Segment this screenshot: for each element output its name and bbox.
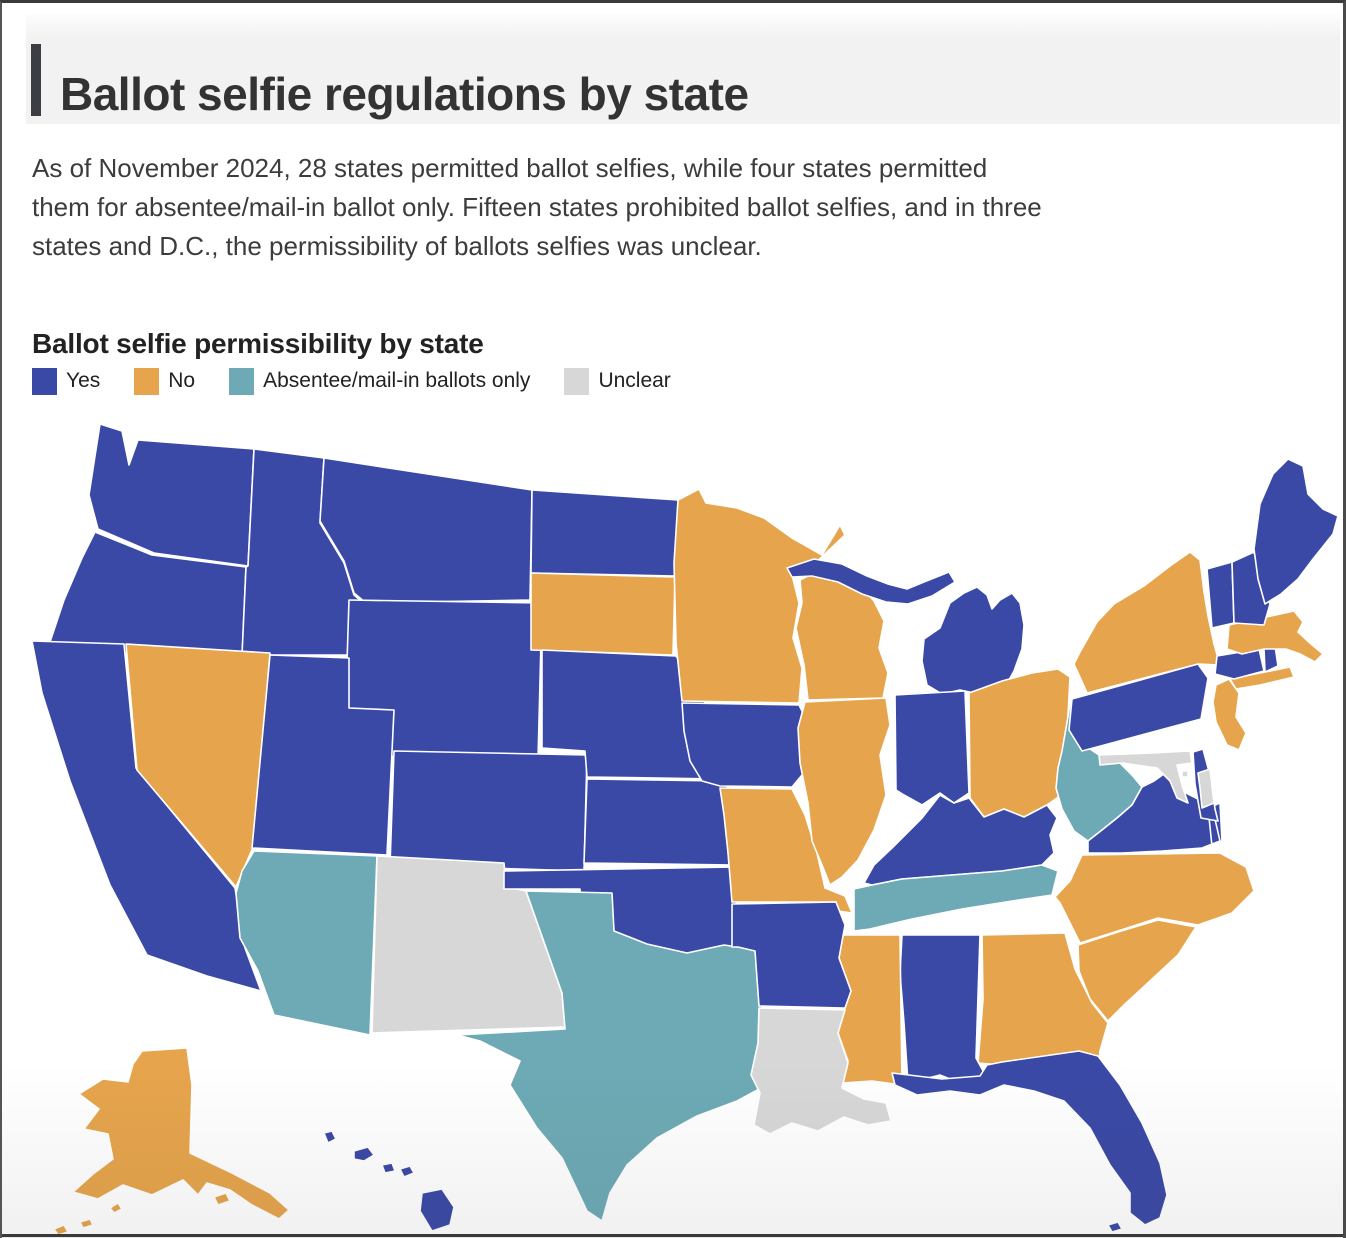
state-mi[interactable]: Michigan: Yes [786,558,1025,696]
intro-line: them for absentee/mail-in ballot only. F… [32,192,1042,222]
state-ak[interactable]: Alaska: No [53,1047,290,1236]
us-map-svg: Washington: YesOregon: YesIdaho: YesMont… [31,423,1339,1236]
state-nd[interactable]: North Dakota: Yes [530,489,679,577]
legend-label-absentee: Absentee/mail-in ballots only [263,369,531,392]
legend-swatch-unclear [564,367,590,395]
state-md[interactable]: Maryland: Unclear [1098,750,1215,809]
chart-subtitle: Ballot selfie permissibility by state [32,328,484,360]
state-oh[interactable]: Ohio: No [968,668,1071,818]
state-ca[interactable]: California: Yes [31,640,262,992]
title-accent-bar [31,44,41,116]
legend-swatch-no [134,367,160,395]
intro-paragraph: As of November 2024, 28 states permitted… [32,149,1337,266]
state-vt[interactable]: Vermont: Yes [1206,561,1235,629]
state-ar[interactable]: Arkansas: Yes [731,901,852,1009]
state-co[interactable]: Colorado: Yes [389,750,588,872]
state-ia[interactable]: Iowa: Yes [681,702,817,788]
legend-swatch-yes [32,367,57,395]
state-sc[interactable]: South Carolina: No [1077,919,1197,1022]
state-al[interactable]: Alabama: Yes [899,934,988,1084]
legend-swatch-absentee [229,367,255,395]
page-title: Ballot selfie regulations by state [60,67,749,120]
state-nc[interactable]: North Carolina: No [1054,852,1255,944]
state-fl[interactable]: Florida: Yes [891,1050,1168,1233]
legend-item-yes: Yes [32,367,101,395]
state-ri[interactable]: Rhode Island: Yes [1263,645,1279,673]
legend-label-unclear: Unclear [598,369,671,392]
title-strip: Ballot selfie regulations by state [26,14,1340,124]
legend-item-absentee: Absentee/mail-in ballots only [229,367,531,395]
state-mo[interactable]: Missouri: No [719,787,853,914]
state-az[interactable]: Arizona: Absentee/mail-in ballots only [235,850,378,1036]
intro-line: states and D.C., the permissibility of b… [32,231,762,261]
bottom-divider [2,1234,1343,1237]
legend-label-yes: Yes [66,369,101,392]
state-va[interactable]: Virginia: Yes [1087,770,1223,854]
state-sd[interactable]: South Dakota: No [530,572,676,656]
intro-line: As of November 2024, 28 states permitted… [32,153,988,183]
state-la[interactable]: Louisiana: Unclear [750,1007,892,1135]
state-nj[interactable]: New Jersey: No [1212,678,1247,751]
state-tx[interactable]: Texas: Absentee/mail-in ballots only [456,890,775,1222]
state-tn[interactable]: Tennessee: Absentee/mail-in ballots only [853,864,1059,932]
state-me[interactable]: Maine: Yes [1253,458,1339,605]
state-mt[interactable]: Montana: Yes [319,457,533,604]
state-ks[interactable]: Kansas: Yes [583,778,738,866]
us-choropleth-map: Washington: YesOregon: YesIdaho: YesMont… [2,413,1343,1238]
state-hi[interactable]: Hawaii: Yes [323,1130,455,1232]
state-in[interactable]: Indiana: Yes [894,690,970,806]
chart-legend: Yes No Absentee/mail-in ballots only Unclea… [32,366,705,396]
state-il[interactable]: Illinois: No [797,697,891,886]
legend-item-unclear: Unclear [564,367,671,395]
legend-label-no: No [168,369,196,392]
legend-item-no: No [134,367,196,395]
state-ut[interactable]: Utah: Yes [251,654,395,856]
state-ga[interactable]: Georgia: No [977,932,1109,1070]
state-dc[interactable]: District of Columbia: Unclear [1181,770,1189,778]
